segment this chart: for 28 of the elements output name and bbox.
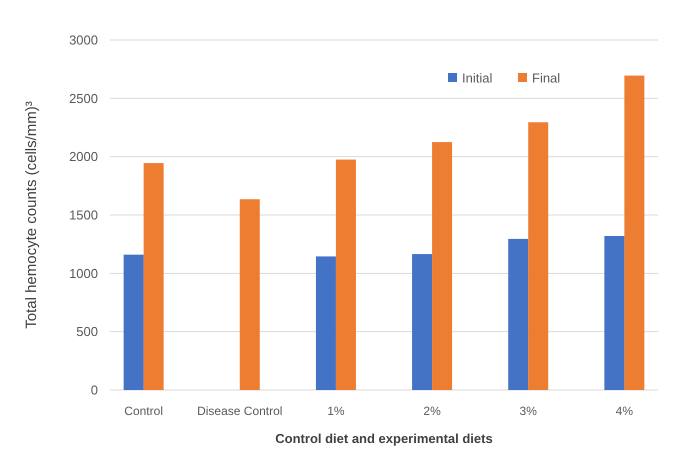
bar <box>624 76 644 390</box>
x-tick-label: 4% <box>616 404 634 418</box>
y-axis-title: Total hemocyte counts (cells/mm)³ <box>23 101 40 329</box>
y-tick-label: 2000 <box>69 149 98 164</box>
bar <box>432 142 452 390</box>
bar <box>240 199 260 390</box>
y-tick-label: 1500 <box>69 208 98 223</box>
y-tick-label: 500 <box>76 324 98 340</box>
y-tick-label: 3000 <box>69 32 98 48</box>
x-tick-label: Disease Control <box>197 404 282 418</box>
bar <box>412 254 432 390</box>
x-tick-label: 2% <box>423 404 442 418</box>
bar <box>528 122 548 390</box>
x-axis-title: Control diet and experimental diets <box>275 431 493 446</box>
y-tick-label: 1000 <box>69 266 98 281</box>
x-tick-label: 1% <box>327 404 345 418</box>
y-tick-label: 0 <box>90 382 98 398</box>
legend-label: Initial <box>462 70 492 86</box>
bar <box>508 238 528 390</box>
bar <box>316 256 336 390</box>
x-tick-label: Control <box>124 404 163 418</box>
bar <box>336 160 356 390</box>
bar <box>144 163 164 390</box>
y-tick-label: 2500 <box>69 90 98 106</box>
bar <box>124 254 144 390</box>
legend-label: Final <box>532 70 560 86</box>
x-tick-label: 3% <box>520 404 538 418</box>
bar <box>604 236 624 390</box>
